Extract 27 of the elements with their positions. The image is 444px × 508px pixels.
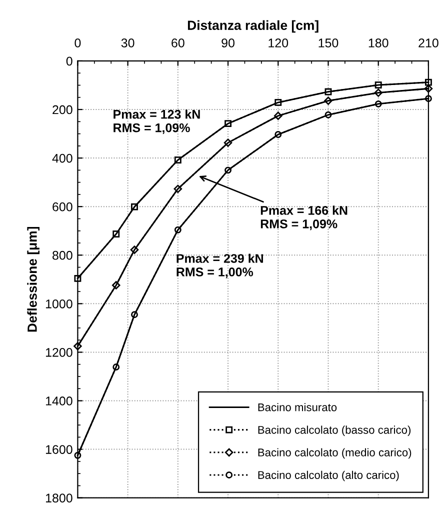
y-tick-label: 0	[66, 56, 72, 66]
x-tick-label: 60	[172, 38, 184, 48]
x-tick-label: 0	[74, 38, 81, 48]
x-axis-title: Distanza radiale [cm]	[188, 20, 318, 33]
annotation: Pmax = 239 kN RMS = 1,00%	[176, 254, 263, 278]
y-axis-title: Deflessione [μm]	[27, 226, 40, 332]
x-tick-label: 180	[368, 38, 388, 48]
legend-label: Bacino misurato	[258, 403, 337, 412]
y-tick-label: 1000	[46, 299, 72, 308]
annotation: Pmax = 123 kN RMS = 1,09%	[114, 110, 200, 134]
y-tick-label: 400	[52, 154, 72, 163]
y-tick-label: 1400	[46, 396, 72, 406]
annotation: Pmax = 166 kN RMS = 1,09%	[260, 206, 348, 230]
x-tick-label: 90	[222, 38, 234, 48]
x-tick-label: 120	[268, 38, 288, 48]
y-tick-label: 800	[52, 250, 72, 260]
x-tick-label: 210	[418, 38, 438, 48]
y-tick-label: 1800	[46, 494, 72, 502]
y-tick-label: 1600	[46, 445, 72, 454]
y-tick-label: 1200	[46, 348, 72, 357]
legend-label: Bacino calcolato (medio carico)	[258, 448, 412, 459]
legend-label: Bacino calcolato (basso carico)	[258, 426, 410, 436]
legend-label: Bacino calcolato (alto carico)	[258, 470, 399, 482]
x-tick-label: 30	[121, 38, 134, 48]
y-tick-label: 600	[52, 202, 72, 212]
y-tick-label: 200	[52, 105, 72, 114]
x-tick-label: 150	[318, 38, 338, 48]
